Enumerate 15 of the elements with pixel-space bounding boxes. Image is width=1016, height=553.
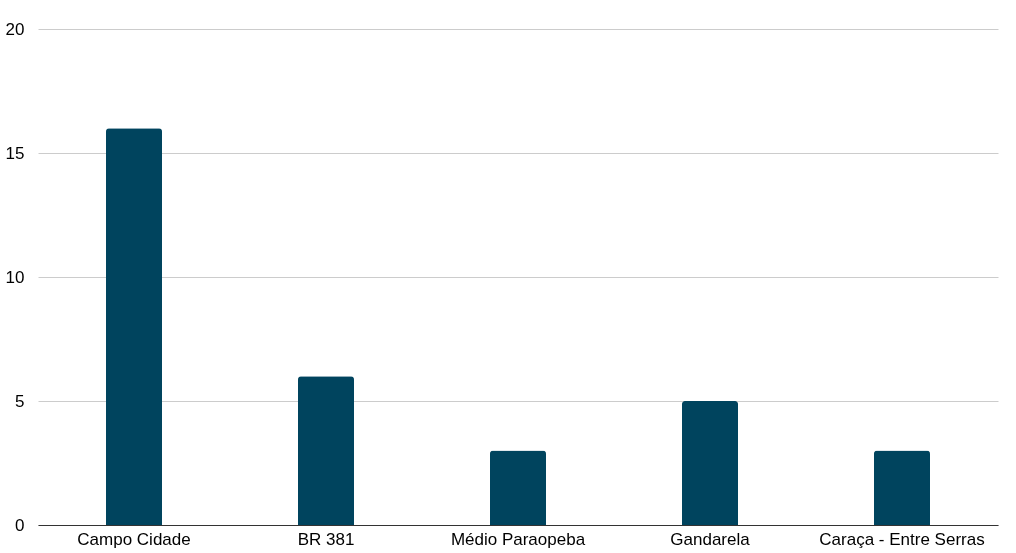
- x-tick-label: Campo Cidade: [77, 529, 191, 549]
- x-tick-label: BR 381: [297, 529, 355, 549]
- x-tick-label: Gandarela: [670, 529, 751, 549]
- y-tick-label: 20: [5, 19, 25, 39]
- bar: [682, 401, 738, 525]
- x-tick-label: Médio Paraopeba: [450, 529, 586, 549]
- bar: [298, 376, 354, 525]
- bar: [106, 128, 162, 525]
- bar: [490, 450, 546, 525]
- y-tick-label: 0: [15, 515, 25, 535]
- bar: [874, 450, 930, 525]
- y-tick-label: 15: [5, 143, 25, 163]
- y-tick-label: 5: [15, 391, 25, 411]
- y-tick-label: 10: [5, 267, 25, 287]
- x-tick-label: Caraça - Entre Serras: [819, 529, 985, 549]
